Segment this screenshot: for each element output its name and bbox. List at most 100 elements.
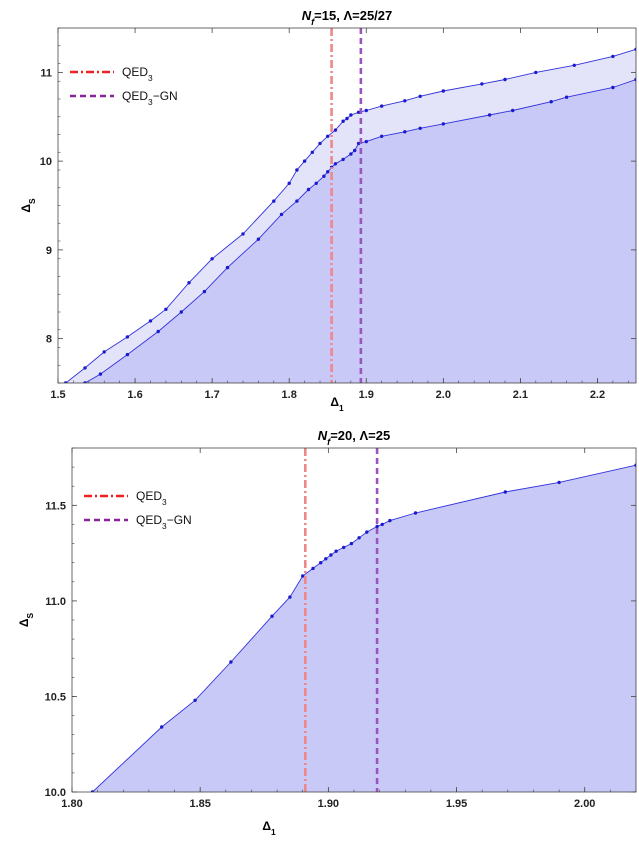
data-point — [229, 660, 233, 664]
x-tick-label: 1.95 — [446, 798, 467, 810]
data-point — [634, 77, 636, 82]
data-point — [193, 698, 197, 702]
y-axis-label: ΔS — [19, 198, 37, 213]
data-point — [403, 130, 407, 134]
boundary-line-upper — [65, 48, 636, 383]
x-axis-label: Δ1 — [330, 395, 344, 413]
x-tick-label: 1.5 — [50, 389, 65, 401]
data-point — [341, 119, 345, 123]
allowed-region-band — [72, 465, 636, 792]
chart-panel-2: 1.80 1.85 1.90 1.95 2.00 10.0 10.5 11.0 11.5 Nf=2… — [17, 428, 637, 837]
legend-label: QED3−GN — [122, 89, 178, 107]
data-point — [611, 85, 615, 90]
data-point — [487, 113, 492, 117]
data-point — [375, 524, 379, 529]
data-point — [534, 70, 538, 75]
data-point — [418, 126, 422, 130]
data-point — [333, 162, 338, 166]
data-point — [356, 110, 361, 115]
data-point — [349, 152, 353, 156]
data-point — [342, 545, 346, 550]
data-point — [357, 536, 361, 540]
data-point — [324, 557, 328, 561]
data-point — [480, 82, 484, 86]
data-point — [329, 553, 333, 557]
data-point — [272, 199, 276, 203]
data-point — [511, 108, 515, 113]
y-tick-label: 10.5 — [45, 691, 66, 703]
x-tick-label: 1.80 — [61, 798, 82, 810]
data-point — [380, 104, 384, 108]
x-tick-label: 1.7 — [204, 389, 219, 401]
data-point — [256, 237, 261, 241]
data-point — [503, 490, 507, 494]
chart-title: Nf=20, Λ=25 — [318, 428, 390, 447]
data-point — [388, 518, 392, 523]
data-point — [634, 463, 636, 467]
data-point — [557, 480, 561, 485]
data-point — [326, 170, 330, 174]
data-point — [225, 265, 230, 270]
legend: QED3 QED3−GN — [70, 65, 178, 107]
data-point — [125, 335, 130, 339]
y-tick-label: 10 — [40, 156, 52, 168]
data-point — [83, 366, 87, 370]
data-point — [549, 100, 553, 104]
boundary-line-lower — [82, 79, 636, 383]
x-tick-label: 2.00 — [574, 798, 595, 810]
data-point — [83, 381, 87, 383]
data-point — [270, 614, 274, 618]
y-tick-label: 9 — [46, 245, 52, 257]
x-tick-label: 1.8 — [282, 389, 297, 401]
legend: QED3 QED3−GN — [84, 489, 192, 531]
y-tick-label: 11.5 — [45, 500, 66, 512]
data-point — [306, 187, 311, 192]
x-tick-label: 2.2 — [590, 389, 605, 401]
x-axis-label: Δ1 — [262, 819, 276, 837]
x-tick-label: 1.9 — [359, 389, 374, 401]
data-point — [364, 108, 368, 113]
plot-area — [58, 28, 636, 383]
data-point — [148, 319, 153, 323]
plot-area — [72, 448, 636, 792]
data-point — [318, 141, 322, 146]
data-point — [279, 212, 284, 217]
data-point — [334, 549, 338, 553]
allowed-region-fill — [58, 79, 636, 383]
data-point — [160, 725, 164, 729]
data-point — [572, 63, 576, 67]
data-point — [125, 352, 130, 357]
x-tick-label: 1.85 — [189, 798, 210, 810]
chart-title: Nf=15, Λ=25/27 — [302, 8, 393, 27]
data-point — [333, 128, 338, 132]
data-point — [564, 95, 569, 99]
data-point — [164, 307, 168, 311]
chart-panel-1: 1.5 1.6 1.7 1.8 1.9 2.0 2.1 2.2 8 9 10 11 Nf=15, Λ=2… — [19, 8, 637, 413]
data-point — [314, 181, 318, 185]
data-point — [322, 174, 326, 178]
x-tick-label: 2.0 — [436, 389, 451, 401]
data-point — [345, 116, 349, 121]
data-point — [353, 148, 357, 153]
data-point — [441, 122, 445, 126]
data-point — [241, 232, 245, 236]
data-point — [295, 199, 299, 203]
legend-label: QED3−GN — [136, 513, 192, 531]
data-point — [102, 350, 106, 354]
data-point — [380, 522, 384, 527]
y-tick-label: 10.0 — [45, 787, 66, 799]
data-point — [418, 94, 422, 99]
data-point — [634, 47, 636, 51]
data-point — [287, 181, 291, 185]
data-point — [413, 511, 418, 515]
data-point — [302, 159, 307, 163]
data-point — [319, 561, 323, 565]
data-point — [380, 134, 384, 138]
data-point — [364, 139, 368, 144]
data-point — [341, 157, 345, 162]
data-point — [349, 541, 354, 546]
data-point — [503, 77, 507, 82]
data-point — [187, 281, 191, 285]
data-point — [403, 99, 407, 103]
